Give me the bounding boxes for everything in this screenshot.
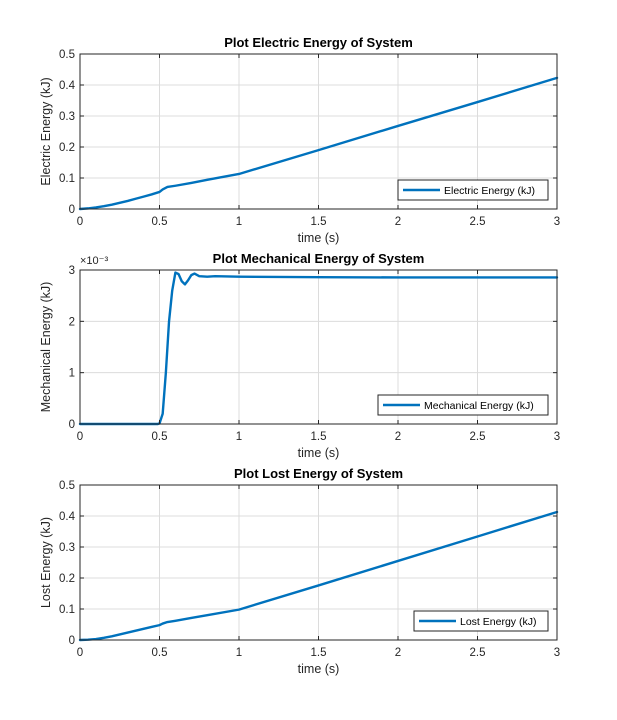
y-tick-label: 3 (69, 265, 75, 277)
x-tick-label: 0.5 (152, 216, 168, 228)
y-tick-label: 0.5 (59, 49, 75, 61)
x-tick-label: 1.5 (311, 647, 327, 659)
chart-title: Plot Mechanical Energy of System (213, 251, 425, 266)
y-tick-label: 0.2 (59, 573, 75, 585)
x-tick-label: 0 (77, 216, 83, 228)
chart-panel-2: 0 0.5 1 1.5 2 2.5 3 0 1 2 3 ×10⁻³ Plot Mechanical En… (39, 251, 560, 460)
chart-title: Plot Lost Energy of System (234, 466, 403, 481)
y-tick-label: 0.3 (59, 111, 75, 123)
y-tick-label: 0 (69, 419, 75, 431)
y-tick-label: 2 (69, 316, 75, 328)
legend: Electric Energy (kJ) (397, 179, 549, 201)
legend: Mechanical Energy (kJ) (377, 394, 549, 416)
x-tick-label: 2.5 (470, 216, 486, 228)
y-tick-label: 0.3 (59, 542, 75, 554)
series-line-1 (78, 76, 559, 211)
x-tick-label: 2.5 (470, 431, 486, 443)
x-tick-label: 0.5 (152, 431, 168, 443)
y-axis-label: Mechanical Energy (kJ) (39, 282, 53, 413)
x-tick-label: 1.5 (311, 216, 327, 228)
y-tick-label: 0.2 (59, 142, 75, 154)
x-tick-label: 3 (554, 216, 560, 228)
y-tick-label: 0.1 (59, 173, 75, 185)
legend-label: Mechanical Energy (kJ) (424, 400, 534, 412)
x-tick-label: 1 (236, 647, 242, 659)
x-tick-label: 0 (77, 647, 83, 659)
y-exponent-label: ×10⁻³ (80, 255, 108, 267)
y-tick-label: 0.5 (59, 480, 75, 492)
chart-panel-3: 0 0.5 1 1.5 2 2.5 3 0 0.1 0.2 0.3 0.4 0.5 Plot Lost E… (39, 466, 560, 676)
legend-label: Electric Energy (kJ) (444, 185, 535, 197)
y-tick-label: 1 (69, 368, 75, 380)
y-axis-label: Electric Energy (kJ) (39, 77, 53, 185)
x-tick-label: 2 (395, 647, 401, 659)
y-tick-label: 0.4 (59, 80, 76, 92)
legend-box (377, 394, 549, 416)
y-tick-label: 0 (69, 635, 75, 647)
x-tick-label: 2 (395, 431, 401, 443)
x-tick-label: 0 (77, 431, 83, 443)
legend-box (397, 179, 549, 201)
x-tick-label: 0.5 (152, 647, 168, 659)
y-axis-label: Lost Energy (kJ) (39, 517, 53, 608)
x-tick-label: 3 (554, 647, 560, 659)
chart-title: Plot Electric Energy of System (224, 35, 413, 50)
x-tick-label: 1 (236, 431, 242, 443)
y-tick-label: 0.4 (59, 511, 76, 523)
x-tick-label: 2.5 (470, 647, 486, 659)
x-axis-label: time (s) (298, 446, 340, 460)
y-tick-label: 0.1 (59, 604, 75, 616)
x-tick-label: 1 (236, 216, 242, 228)
legend: Lost Energy (kJ) (413, 610, 549, 632)
x-tick-label: 3 (554, 431, 560, 443)
legend-label: Lost Energy (kJ) (460, 616, 536, 628)
x-tick-label: 2 (395, 216, 401, 228)
chart-panel-1: 0 0.5 1 1.5 2 2.5 3 0 0.1 0.2 0.3 0.4 0.5 Plot Electr… (39, 35, 560, 245)
x-tick-label: 1.5 (311, 431, 327, 443)
series-line-1 (78, 271, 559, 426)
x-axis-label: time (s) (298, 231, 340, 245)
series-line-1 (78, 510, 559, 642)
legend-box (413, 610, 549, 632)
y-tick-label: 0 (69, 204, 75, 216)
x-axis-label: time (s) (298, 662, 340, 676)
